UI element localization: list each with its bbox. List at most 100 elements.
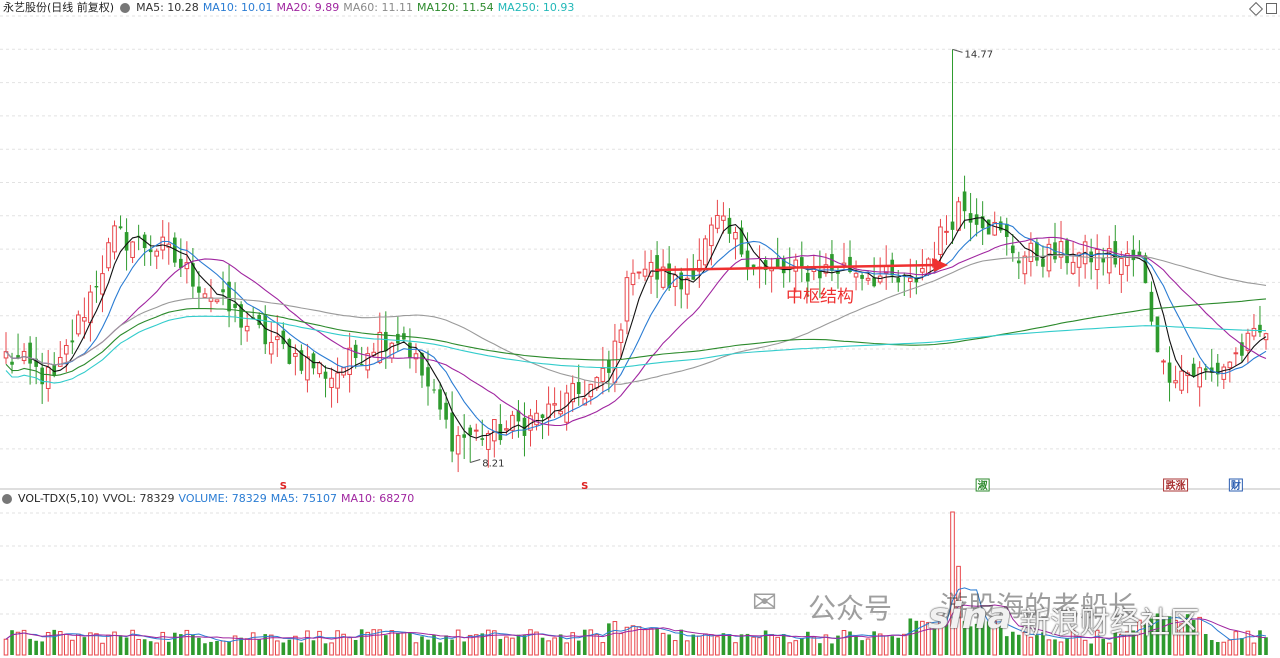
volume-bar [317, 630, 322, 656]
candle-body [365, 353, 371, 371]
candle-body [733, 232, 738, 240]
vol-settings-circle-icon[interactable] [2, 494, 12, 504]
marker-tag-box [975, 478, 990, 492]
candle-body [799, 257, 804, 267]
volume-bar [76, 633, 81, 656]
candle-body [618, 329, 624, 343]
candle-body [88, 291, 93, 324]
candle-body [130, 241, 135, 258]
candle-body [227, 281, 231, 312]
volume-bar [600, 642, 606, 656]
volume-bar [438, 642, 442, 655]
candle-body [1046, 243, 1052, 272]
volume-bar [1070, 630, 1076, 656]
volume-bar [485, 629, 491, 656]
candle-body [221, 289, 225, 293]
volume-bar [191, 634, 195, 655]
volume-bar [10, 630, 14, 655]
candle-body [709, 224, 714, 247]
marker-tag: 财 [1230, 479, 1241, 492]
candle-body [751, 264, 756, 269]
volume-bar [998, 624, 1003, 655]
volume-bar [968, 626, 973, 655]
volume-bar [901, 633, 907, 656]
candle-body [94, 286, 99, 288]
volume-bar [311, 640, 316, 655]
volume-bar [45, 632, 51, 656]
volume-bar [582, 629, 587, 655]
candle-body [1149, 291, 1154, 322]
vol-title: VOL-TDX(5,10) [18, 492, 99, 505]
candle-body [191, 263, 195, 287]
candle-body [950, 221, 955, 230]
volume-bar [1113, 631, 1118, 655]
window-toggle-icon[interactable] [1266, 3, 1277, 14]
low-price-label: 8.21 [482, 458, 504, 469]
volume-bar [1251, 642, 1257, 656]
candle-body [648, 261, 654, 277]
volume-bar [534, 631, 539, 656]
volume-bar [118, 635, 123, 655]
volume-bar [408, 632, 412, 655]
candle-body [570, 383, 576, 403]
candle-body [263, 314, 268, 345]
volume-bar [733, 642, 738, 656]
candle-body [600, 367, 606, 382]
volume-bar [203, 643, 207, 655]
volume-bar [15, 631, 21, 656]
candle-body [1179, 370, 1184, 391]
volume-bar [257, 639, 262, 655]
volume-bar [751, 636, 756, 656]
volume-bar [148, 641, 153, 655]
volume-bar [1017, 634, 1021, 655]
volume-bar [703, 633, 708, 656]
watermark-public: 公众号 [808, 592, 893, 625]
candle-body [480, 438, 485, 440]
volume-bar [473, 634, 479, 656]
candle-body [504, 428, 509, 431]
main-chart-header: 永艺股份(日线 前复权) MA5: 10.28 MA10: 10.01 MA20… [0, 0, 574, 16]
volume-bar [432, 634, 436, 655]
volume-bar [1089, 643, 1093, 655]
volume-bar [1258, 630, 1262, 655]
volume-bar [865, 638, 871, 656]
ma120-line [5, 298, 1267, 377]
candle-body [1155, 316, 1160, 353]
candle-body [938, 226, 943, 255]
volume-bar [154, 642, 160, 656]
ma20-line [5, 236, 1267, 427]
candle-body [420, 352, 424, 376]
marker-tag: 跌涨 [1166, 479, 1186, 492]
candle-body [485, 433, 491, 450]
volume-bar [1209, 640, 1214, 655]
volume-bar [721, 633, 726, 655]
volume-bar [860, 640, 864, 655]
candle-body [684, 277, 690, 295]
candle-body [1035, 242, 1039, 261]
volume-bar [172, 632, 177, 655]
volume-bar [365, 631, 371, 656]
volume-bar [239, 637, 243, 655]
candle-body [154, 250, 160, 257]
settings-circle-icon[interactable] [120, 3, 131, 13]
volume-bar [914, 620, 919, 655]
volume-bar [1010, 631, 1015, 655]
candle-body [293, 353, 298, 357]
candle-body [552, 403, 557, 406]
volume-bar [1119, 633, 1124, 656]
high-pointer [952, 48, 963, 53]
volume-bar [444, 635, 448, 655]
candle-body [148, 249, 153, 253]
candle-body [853, 272, 859, 278]
volume-bar [986, 621, 991, 655]
candle-body [1017, 260, 1021, 264]
volume-bar [250, 632, 256, 656]
candle-body [239, 304, 243, 328]
volume-bar [594, 634, 600, 656]
candle-body [907, 277, 913, 282]
candle-body [896, 277, 901, 283]
candle-body [1245, 332, 1251, 351]
candle-body [347, 347, 352, 375]
candle-body [100, 273, 105, 295]
